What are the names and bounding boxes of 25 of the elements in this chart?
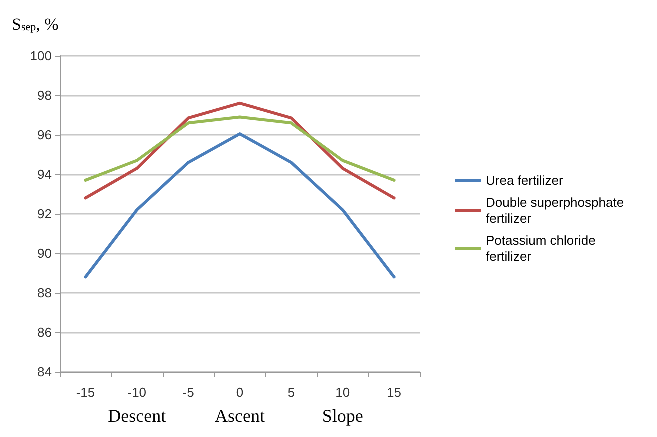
x-tick-label: -5 [182, 385, 194, 400]
y-tick-label: 90 [38, 246, 52, 261]
line-series [84, 132, 396, 279]
y-axis-title: Ssep, % [12, 15, 59, 34]
x-tick-label: 5 [288, 385, 296, 400]
text: Descent [108, 406, 166, 426]
text: Ascent [215, 406, 265, 426]
legend-label: Urea fertilizer [486, 173, 564, 188]
legend-label: Potassium chloride fertilizer [486, 233, 600, 264]
y-tick-label: 86 [38, 325, 52, 340]
y-tick-label: 98 [38, 88, 52, 103]
y-tick-label: 100 [30, 48, 52, 64]
y-tick-label: 88 [38, 286, 52, 300]
y-tick-label: 92 [38, 206, 52, 222]
x-tick-label: 10 [336, 385, 350, 400]
line-series [84, 116, 396, 182]
x-tick-label: 15 [387, 385, 402, 400]
x-tick-label: 0 [236, 385, 244, 400]
legend-label: Double superphosphate fertilizer [486, 195, 628, 226]
x-tick-label: -10 [128, 385, 147, 400]
x-tick-label: -15 [76, 385, 96, 400]
y-tick-label: 96 [38, 128, 52, 142]
y-tick-label: 84 [38, 364, 52, 380]
text: Slope [322, 406, 364, 426]
y-tick-label: 94 [38, 167, 52, 182]
